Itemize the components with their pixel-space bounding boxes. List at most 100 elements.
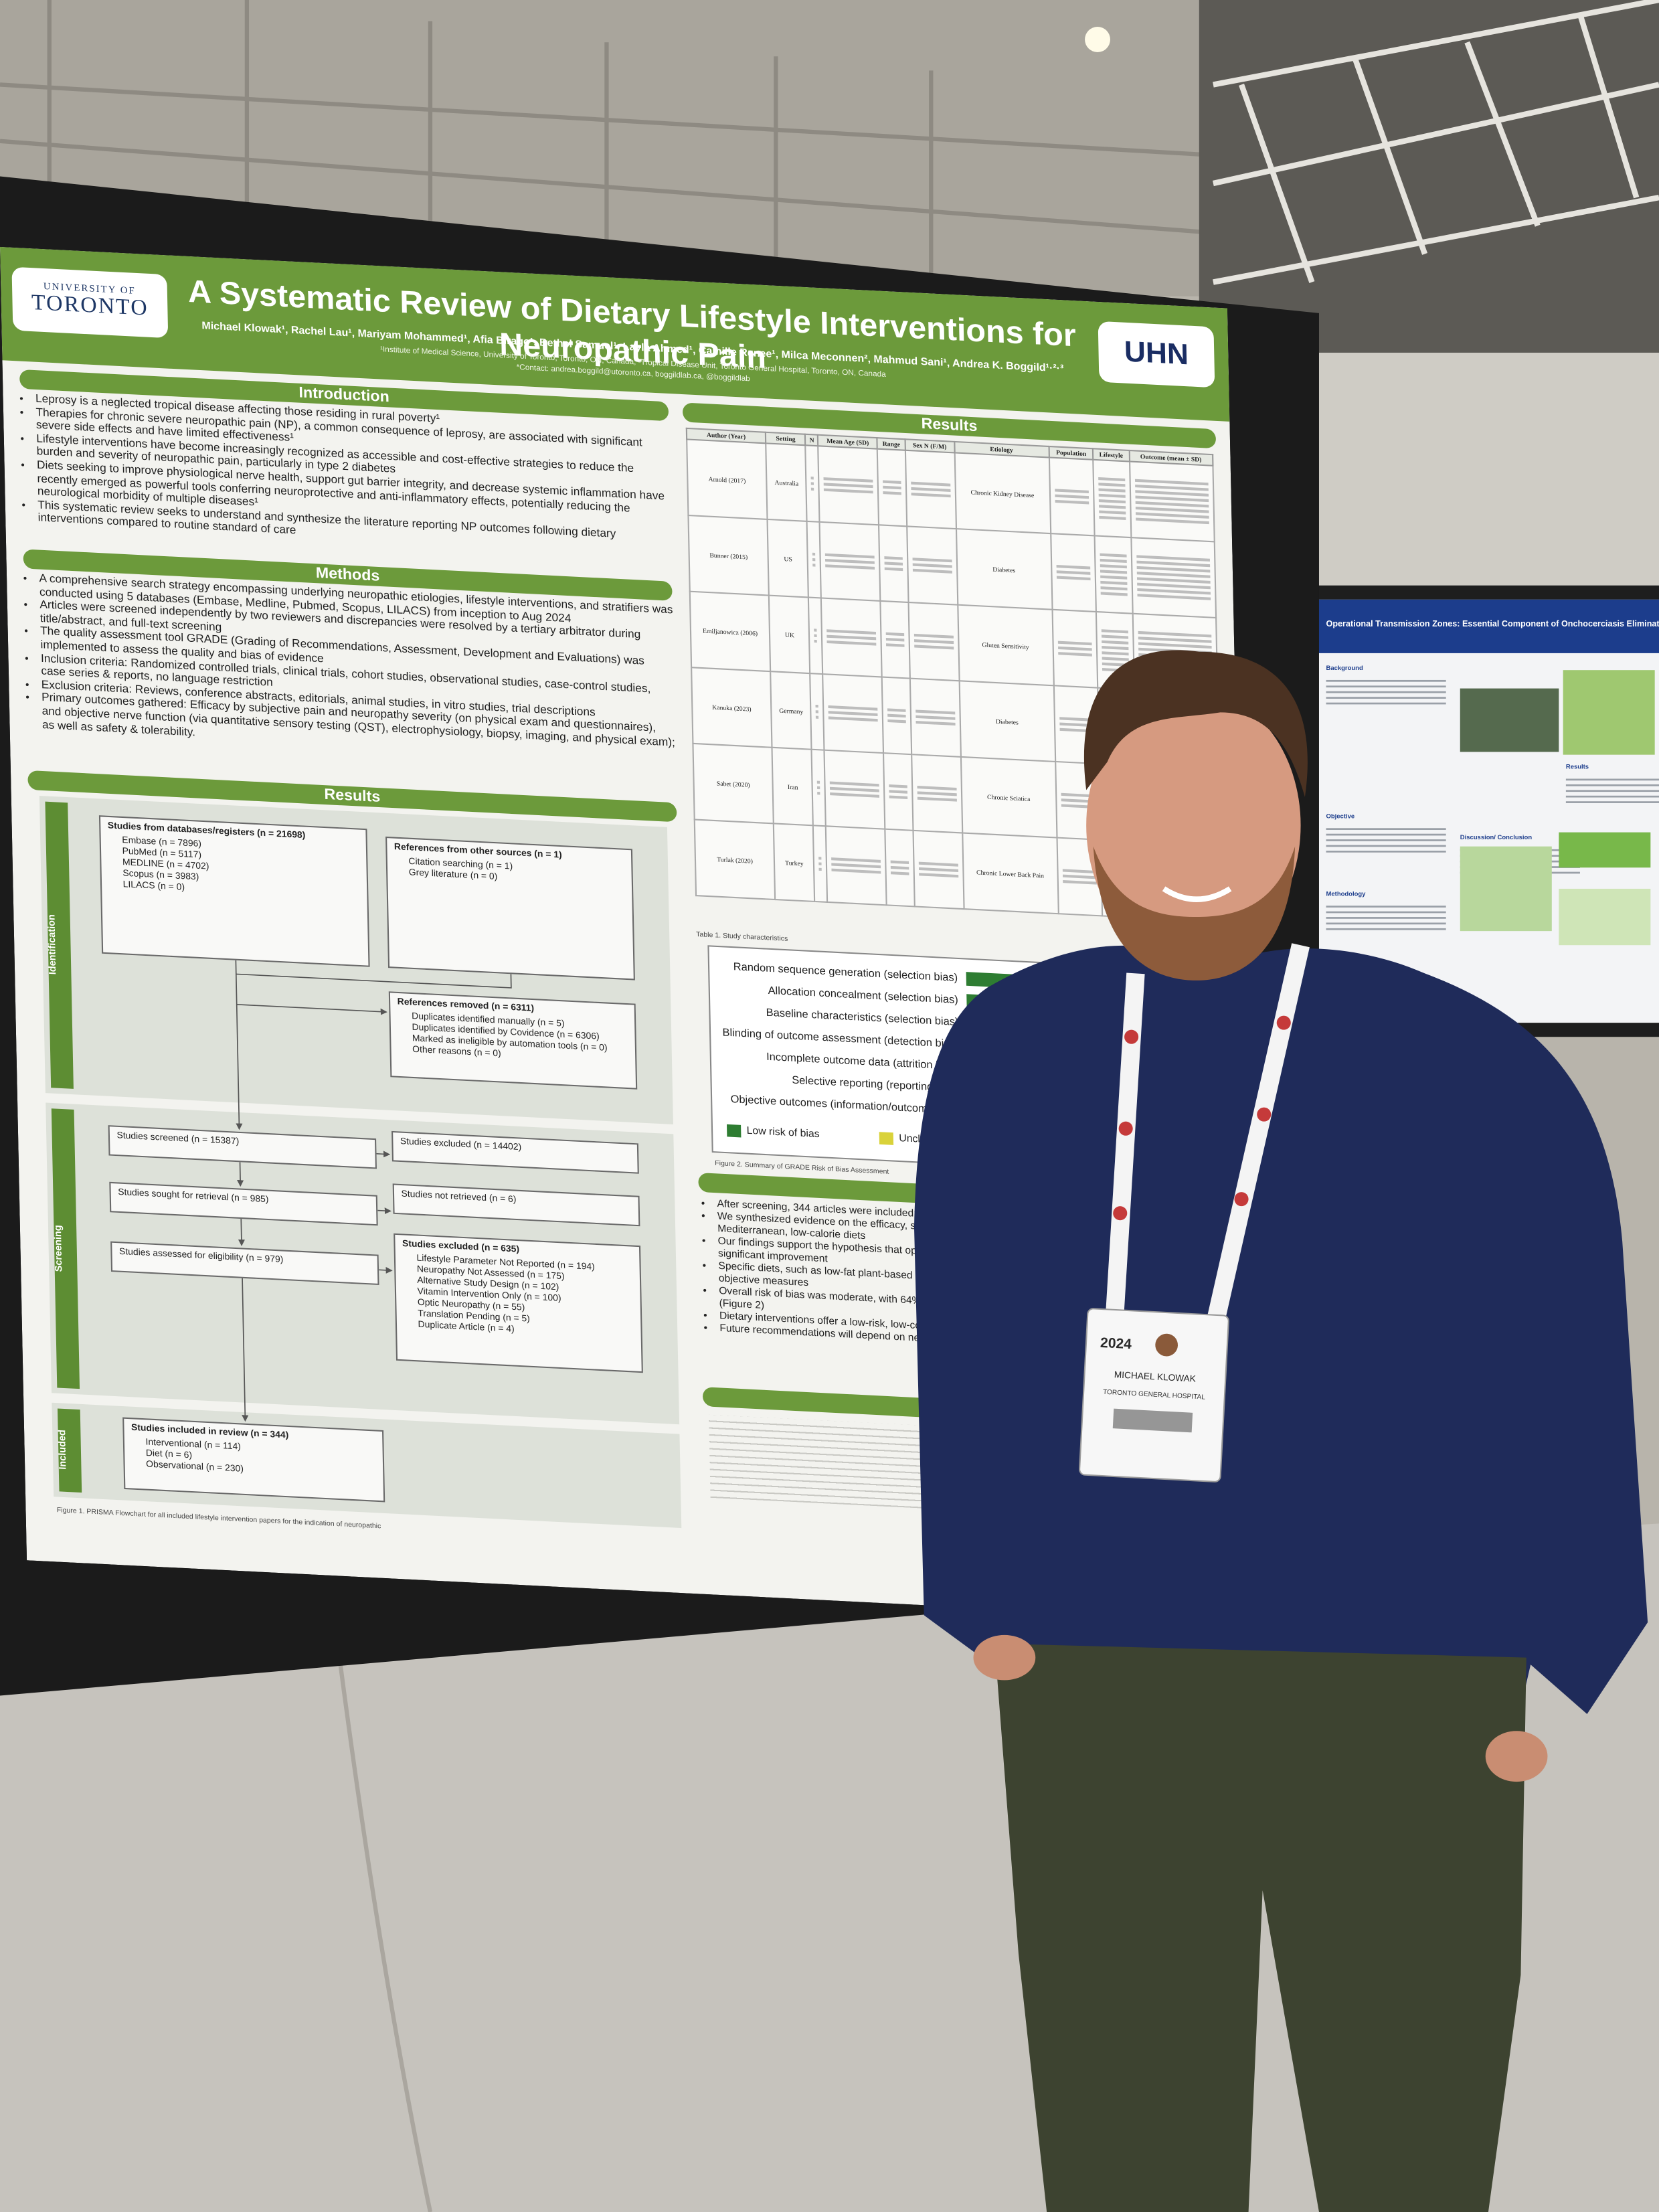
table-cell: Chronic Lower Back Pain <box>962 833 1059 914</box>
cell-text <box>824 488 874 494</box>
cell-text <box>911 481 950 487</box>
table-cell <box>813 825 828 902</box>
table-cell <box>805 445 820 522</box>
cell-text <box>1102 629 1128 634</box>
sweater <box>913 945 1648 1771</box>
table-header-cell: N <box>805 434 818 446</box>
cell-text <box>827 640 877 646</box>
cell-text <box>811 477 814 480</box>
cell-text <box>825 553 875 559</box>
table-cell: Chronic Sciatica <box>960 756 1057 838</box>
wall-panels <box>0 0 1214 290</box>
neighbor-section-heading: Objective <box>1326 813 1355 821</box>
cell-text <box>883 491 901 495</box>
neighbor-section-heading: Methodology <box>1326 890 1367 898</box>
cell-text <box>1099 499 1126 504</box>
floor-seam <box>336 1650 433 2212</box>
box-lines: Duplicates identified manually (n = 5) Du… <box>398 1011 628 1067</box>
cell-text <box>1100 570 1127 574</box>
cell-text <box>1098 477 1125 482</box>
legend-swatch <box>726 1124 741 1138</box>
cell-text <box>1099 493 1125 498</box>
cell-text <box>830 781 880 787</box>
neighbor-text-line <box>1326 702 1446 705</box>
cell-text <box>1057 641 1093 646</box>
cell-text <box>816 715 819 719</box>
cell-text <box>828 711 878 717</box>
table-cell: Germany <box>770 671 812 750</box>
neighbor-text-line <box>1565 795 1659 798</box>
table-cell <box>1130 537 1217 618</box>
cell-text <box>1056 564 1091 570</box>
neighbor-section-heading: Discussion/ Conclusion <box>1460 834 1533 841</box>
cell-text <box>884 556 903 560</box>
cell-text <box>891 871 909 875</box>
neighbor-text-line <box>1326 685 1446 688</box>
cell-text <box>811 482 814 485</box>
neighbor-text-line <box>1326 828 1446 831</box>
cell-text <box>817 780 820 784</box>
neighbor-text-line <box>1326 911 1446 914</box>
cell-text <box>828 716 879 722</box>
poster-body: UNIVERSITY OF TORONTO A Systematic Revie… <box>0 246 1255 1622</box>
cell-text <box>1102 651 1128 656</box>
poster: UNIVERSITY OF TORONTO A Systematic Revie… <box>0 247 1254 1622</box>
table-cell <box>913 830 964 910</box>
cell-text <box>912 563 952 568</box>
cell-text <box>891 865 909 870</box>
neighbor-map <box>1559 832 1651 868</box>
cell-text <box>1135 517 1209 525</box>
cell-text <box>1056 570 1091 575</box>
cell-text <box>1056 576 1092 581</box>
cell-text <box>918 861 958 867</box>
ceiling-light <box>1085 27 1110 52</box>
table-cell <box>824 750 885 829</box>
neighbor-text-line <box>1565 784 1659 786</box>
cell-text <box>919 873 958 878</box>
cell-text <box>1099 505 1126 509</box>
badge-year: 2024 <box>1100 1335 1132 1352</box>
table-cell <box>1051 533 1097 612</box>
person: 2024 MICHAEL KLOWAK TORONTO GENERAL HOSP… <box>913 650 1648 2212</box>
table-cell: Emiljanowicz (2006) <box>689 591 771 672</box>
neighbor-text-line <box>1326 906 1446 908</box>
neighbor-text-line <box>1326 850 1446 853</box>
table-cell: Sabet (2020) <box>693 743 774 824</box>
cell-text <box>1101 592 1127 596</box>
prisma-box: Studies included in review (n = 344) Int… <box>122 1417 385 1503</box>
table-cell: Diabetes <box>955 529 1053 610</box>
table-cell <box>908 602 959 681</box>
table-cell <box>810 673 824 750</box>
cell-text <box>911 487 950 492</box>
neighbor-poster: Operational Transmission Zones: Essentia… <box>1304 585 1659 1037</box>
table-cell <box>826 826 887 906</box>
cell-text <box>1058 652 1093 657</box>
cell-text <box>1058 646 1093 651</box>
cell-text <box>1102 657 1128 661</box>
cell-text <box>1055 494 1089 499</box>
truss <box>1212 0 1659 285</box>
neighbor-text-line <box>1326 679 1446 682</box>
cell-text <box>814 634 818 637</box>
lanyard-logos <box>1113 1015 1291 1221</box>
table-cell <box>822 674 884 754</box>
cell-text <box>1100 575 1127 580</box>
prisma-box: Studies from databases/registers (n = 21… <box>98 815 370 967</box>
cell-text <box>886 638 905 642</box>
cell-text <box>889 790 908 794</box>
hair <box>1083 650 1308 797</box>
table-cell: Kanuka (2023) <box>691 667 772 748</box>
table-cell: Arnold (2017) <box>687 439 768 519</box>
neighbor-text-line <box>1326 928 1446 930</box>
neighbor-text-line <box>1326 697 1446 699</box>
hand <box>973 1634 1036 1681</box>
table-cell: UK <box>769 595 810 674</box>
table-cell <box>1093 459 1131 538</box>
cell-text <box>915 715 955 720</box>
pants <box>994 1643 1526 2212</box>
cell-text <box>891 860 909 865</box>
badge-card <box>1079 1308 1229 1482</box>
table-cell <box>885 829 915 907</box>
cell-text <box>831 857 881 863</box>
cell-text <box>917 786 956 791</box>
